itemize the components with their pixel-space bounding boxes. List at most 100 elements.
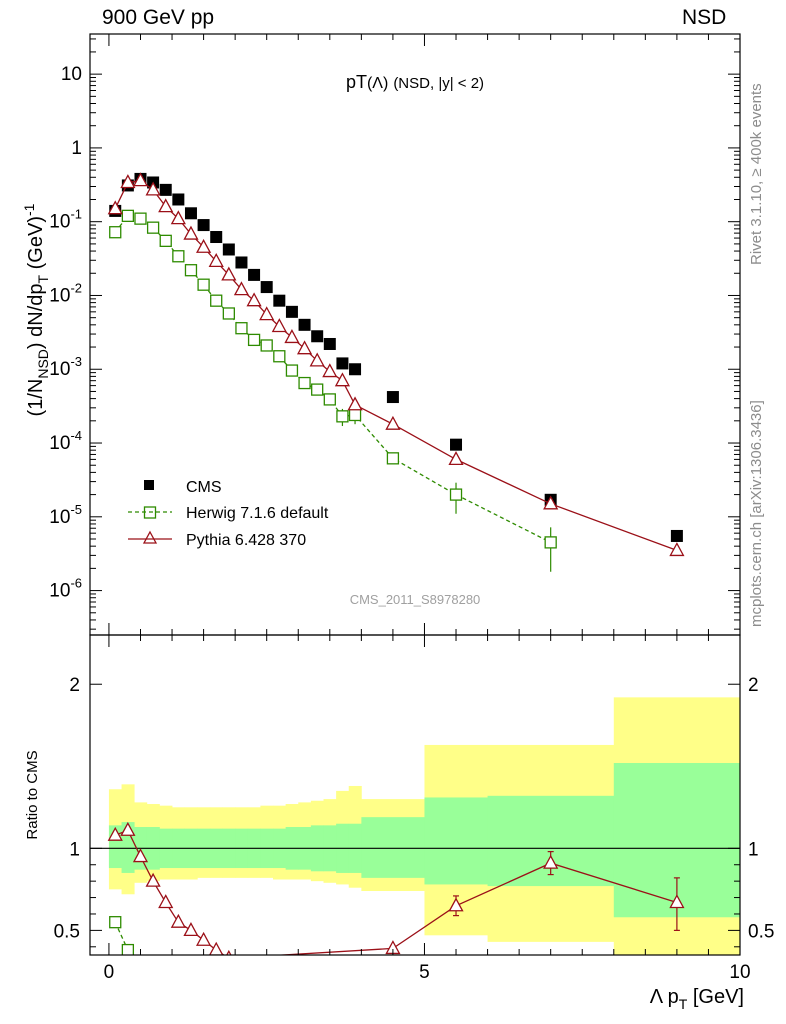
ratio-stat-band xyxy=(361,817,425,878)
header-right: NSD xyxy=(682,6,727,29)
legend-cms-label: CMS xyxy=(186,479,222,496)
main-point-cms xyxy=(159,183,172,196)
main-y-tick-label: 10-3 xyxy=(49,354,82,380)
main-point-herwig-7-1-6-default xyxy=(348,408,362,422)
main-point-pythia-6-428-370 xyxy=(334,372,351,387)
main-point-cms xyxy=(210,231,223,244)
ratio-point-pythia-6-428-370 xyxy=(132,848,149,863)
main-point-pythia-6-428-370 xyxy=(385,415,401,430)
main-point-pythia-6-428-370 xyxy=(246,292,262,307)
x-axis-label: Λ pT [GeV] xyxy=(650,986,744,1012)
ratio-y-tick-label-right: 2 xyxy=(748,675,759,696)
main-point-cms xyxy=(222,243,235,256)
main-panel: 10 1 10-1 10-2 10-3 10-4 10-5 10-6 pT(Λ) (NSD, |… xyxy=(21,33,741,636)
main-y-tick-label: 10-2 xyxy=(49,280,82,306)
main-point-cms xyxy=(323,337,336,350)
ratio-series-line-herwig-7-1-6-default xyxy=(114,921,133,955)
main-point-pythia-6-428-370 xyxy=(271,318,287,333)
ratio-point-pythia-6-428-370 xyxy=(209,941,224,955)
ratio-point-herwig-7-1-6-default xyxy=(121,943,135,955)
main-point-herwig-7-1-6-default xyxy=(134,212,147,225)
main-y-label: (1/NNSD) dN/dpT (GeV)-1 xyxy=(21,203,51,416)
legend-pythia-label: Pythia 6.428 370 xyxy=(186,532,306,549)
main-y-tick-label: 10-5 xyxy=(49,502,82,528)
main-point-pythia-6-428-370 xyxy=(448,451,464,466)
ratio-y-tick-label: 2 xyxy=(69,675,80,696)
ratio-y-tick-label-right: 1 xyxy=(748,839,759,860)
main-point-herwig-7-1-6-default xyxy=(210,294,223,307)
main-point-herwig-7-1-6-default xyxy=(336,410,349,423)
main-point-pythia-6-428-370 xyxy=(347,396,363,411)
main-point-herwig-7-1-6-default xyxy=(172,250,185,263)
main-title: pT(Λ) (NSD, |y| < 2) xyxy=(346,72,484,92)
main-point-cms xyxy=(260,281,273,294)
legend-herwig-label: Herwig 7.1.6 default xyxy=(186,505,329,522)
svg-text:(1/NNSD) dN/dpT (GeV)-1: (1/NNSD) dN/dpT (GeV)-1 xyxy=(21,203,51,416)
main-point-herwig-7-1-6-default xyxy=(184,264,198,277)
main-y-tick-label: 10-6 xyxy=(49,576,82,602)
main-point-herwig-7-1-6-default xyxy=(146,221,160,234)
x-tick-label: 5 xyxy=(419,962,430,983)
main-point-herwig-7-1-6-default xyxy=(222,307,235,320)
main-point-pythia-6-428-370 xyxy=(120,174,136,189)
ratio-y-tick-label: 0.5 xyxy=(54,921,80,942)
main-point-cms xyxy=(197,219,210,232)
ratio-point-pythia-6-428-370 xyxy=(107,826,123,841)
ratio-y-tick-label-right: 0.5 xyxy=(748,921,774,942)
main-point-pythia-6-428-370 xyxy=(170,210,186,225)
main-point-pythia-6-428-370 xyxy=(183,225,199,240)
main-point-pythia-6-428-370 xyxy=(309,352,325,367)
main-point-cms xyxy=(336,357,349,370)
ratio-point-herwig-7-1-6-default xyxy=(109,916,122,929)
main-point-herwig-7-1-6-default xyxy=(121,209,135,223)
legend-pythia-marker xyxy=(142,530,158,544)
main-point-pythia-6-428-370 xyxy=(208,252,224,268)
main-point-pythia-6-428-370 xyxy=(132,172,149,187)
main-point-herwig-7-1-6-default xyxy=(273,350,286,363)
main-point-pythia-6-428-370 xyxy=(233,281,250,296)
main-point-cms xyxy=(285,305,298,318)
main-point-herwig-7-1-6-default xyxy=(449,488,463,501)
ratio-point-pythia-6-428-370 xyxy=(183,922,199,937)
main-point-cms xyxy=(311,330,324,343)
main-point-herwig-7-1-6-default xyxy=(544,536,557,549)
main-y-tick-label: 10-4 xyxy=(49,428,82,454)
main-point-pythia-6-428-370 xyxy=(145,181,161,196)
main-point-cms xyxy=(273,294,286,307)
main-point-cms xyxy=(172,193,185,206)
main-point-herwig-7-1-6-default xyxy=(260,339,273,352)
ratio-point-pythia-6-428-370 xyxy=(158,894,174,909)
main-point-cms xyxy=(670,529,683,542)
ratio-point-pythia-6-428-370 xyxy=(145,872,161,887)
ratio-plot-area xyxy=(90,697,740,970)
main-series-line-herwig-7-1-6-default xyxy=(114,215,551,543)
legend-cms-marker xyxy=(144,480,154,490)
watermark: CMS_2011_S8978280 xyxy=(350,592,481,607)
main-point-herwig-7-1-6-default xyxy=(298,376,311,390)
main-point-herwig-7-1-6-default xyxy=(159,234,172,248)
ratio-point-pythia-6-428-370 xyxy=(226,949,232,955)
main-y-tick-label: 1 xyxy=(71,138,82,159)
legend-herwig-marker xyxy=(143,506,157,519)
ratio-frame xyxy=(89,634,741,956)
ratio-panel: 0.5 0.5 1 1 2 2 0 5 10 Ratio to CMS Λ pT [GeV] xyxy=(24,634,774,1012)
ratio-point-pythia-6-428-370 xyxy=(170,913,186,928)
main-point-pythia-6-428-370 xyxy=(284,329,300,344)
main-point-herwig-7-1-6-default xyxy=(323,393,336,406)
main-axes: 10 1 10-1 10-2 10-3 10-4 10-5 10-6 xyxy=(49,34,741,635)
main-point-cms xyxy=(349,363,362,376)
main-y-tick-label: 10 xyxy=(61,64,82,85)
ratio-axes: 0.5 0.5 1 1 2 2 0 5 10 xyxy=(54,635,774,983)
main-point-herwig-7-1-6-default xyxy=(109,226,122,239)
main-point-cms xyxy=(235,256,248,269)
main-point-herwig-7-1-6-default xyxy=(197,278,210,291)
main-plot-area xyxy=(107,172,685,572)
main-point-herwig-7-1-6-default xyxy=(247,333,261,347)
main-point-pythia-6-428-370 xyxy=(158,198,174,213)
main-point-cms xyxy=(386,391,399,404)
ratio-point-pythia-6-428-370 xyxy=(196,931,212,946)
ratio-point-herwig-7-1-6-default xyxy=(135,959,146,970)
main-point-herwig-7-1-6-default xyxy=(235,322,248,335)
main-point-pythia-6-428-370 xyxy=(322,363,338,378)
main-point-pythia-6-428-370 xyxy=(296,340,313,355)
